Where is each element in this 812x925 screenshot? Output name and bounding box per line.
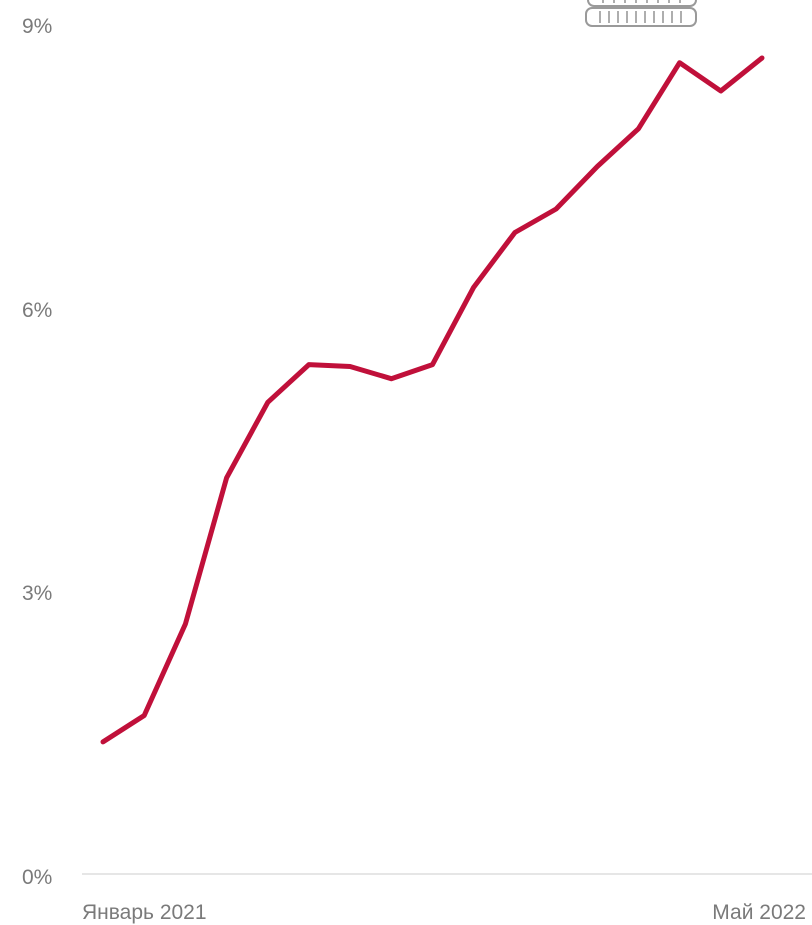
y-tick-label: 0%: [22, 866, 52, 889]
y-tick-label: 9%: [22, 15, 52, 38]
y-tick-label: 6%: [22, 299, 52, 322]
series-line: [100, 55, 765, 745]
x-tick-label-start: Январь 2021: [82, 901, 207, 924]
coin-stack-icon: [585, 0, 697, 27]
y-axis-ticks: 9% 6% 3% 0%: [22, 15, 52, 889]
series-group: [100, 55, 765, 745]
y-tick-label: 3%: [22, 582, 52, 605]
x-tick-label-end: Май 2022: [712, 901, 806, 924]
